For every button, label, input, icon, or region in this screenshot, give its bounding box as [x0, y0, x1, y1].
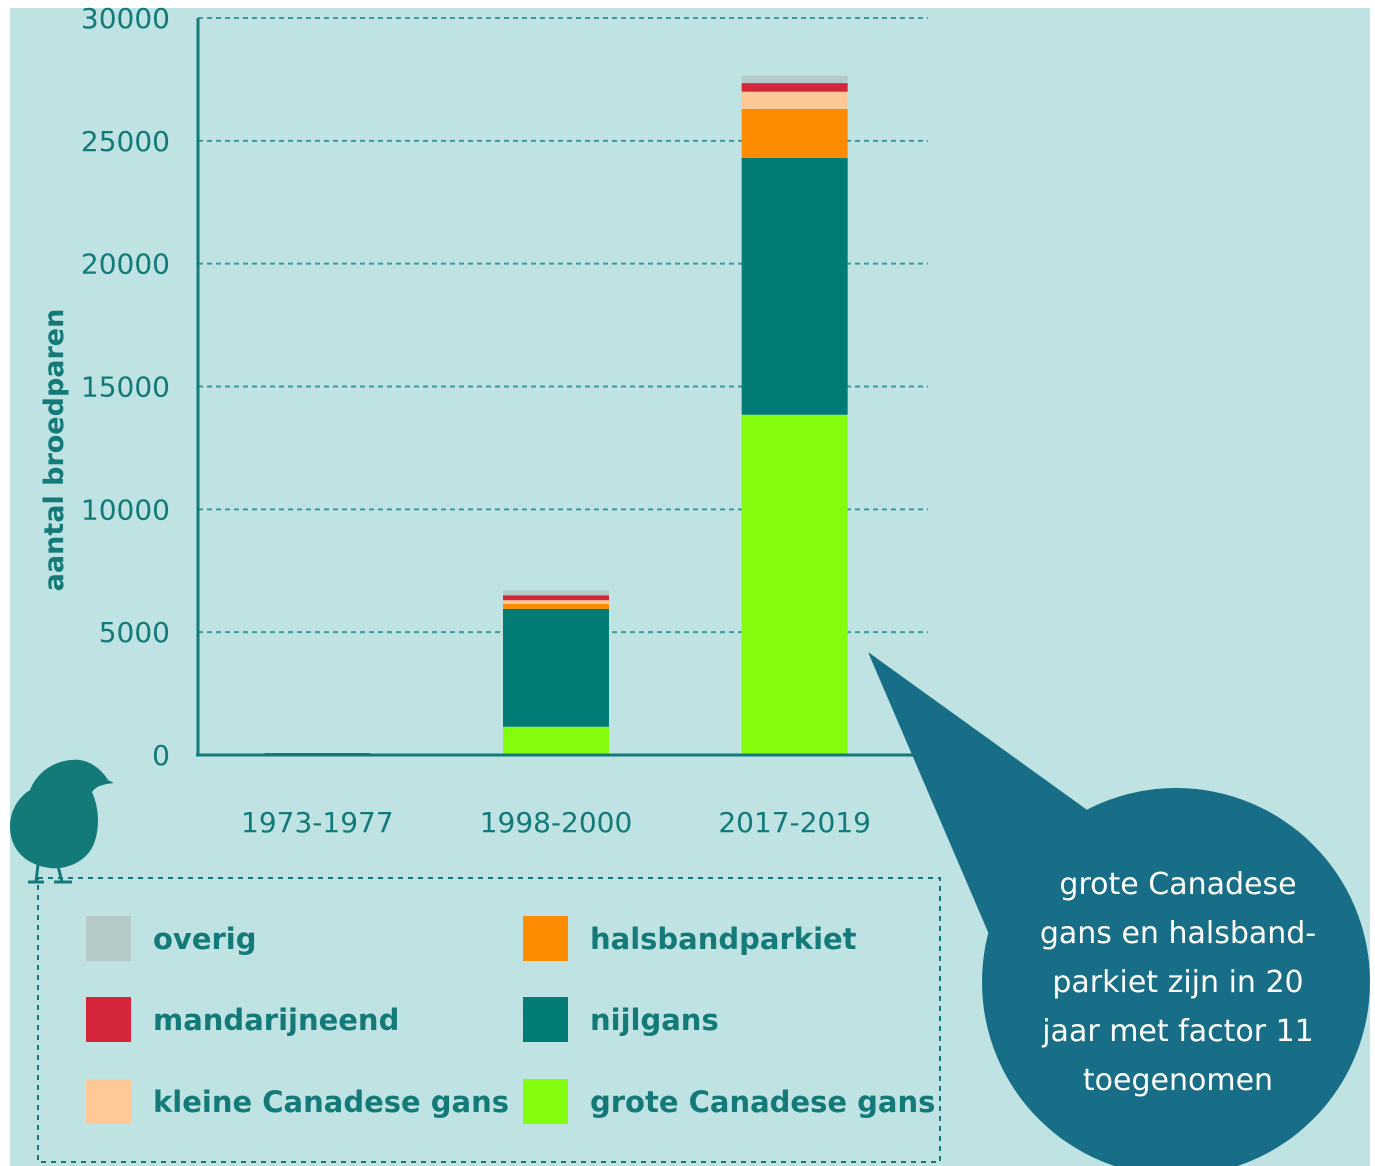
legend-swatch-kleine-canadese-gans	[86, 1079, 131, 1124]
bar-1998-2000-nijlgans	[503, 608, 609, 727]
legend-box	[37, 877, 941, 1163]
legend-swatch-halsbandparkiet	[523, 916, 568, 961]
legend-label-overig: overig	[153, 922, 257, 956]
legend-swatch-mandarijneend	[86, 997, 131, 1042]
legend-label-kleine-canadese-gans: kleine Canadese gans	[153, 1085, 509, 1119]
bar-1998-2000-halsbandparkiet	[503, 603, 609, 609]
callout-line-5: toegenomen	[1083, 1063, 1273, 1098]
legend-swatch-grote-canadese-gans	[523, 1079, 568, 1124]
y-tick-25000: 25000	[81, 125, 170, 158]
y-tick-0: 0	[152, 739, 170, 772]
crow-icon	[10, 759, 115, 884]
y-tick-20000: 20000	[81, 248, 170, 281]
bar-1998-2000-mandarijneend	[503, 595, 609, 601]
legend-swatch-nijlgans	[523, 997, 568, 1042]
bar-2017-2019-overig	[741, 75, 848, 84]
callout-bubble	[982, 788, 1370, 1166]
legend-label-grote-canadese-gans: grote Canadese gans	[590, 1085, 935, 1119]
grid-lines	[198, 17, 928, 634]
legend-label-nijlgans: nijlgans	[590, 1003, 719, 1037]
bars	[264, 75, 848, 755]
bar-2017-2019-mandarijneend	[741, 83, 848, 92]
callout-line-4: jaar met factor 11	[1041, 1014, 1314, 1049]
x-tick-1973-1977: 1973-1977	[241, 806, 394, 839]
legend-label-mandarijneend: mandarijneend	[153, 1003, 399, 1037]
legend-swatch-overig	[86, 916, 131, 961]
bar-2017-2019-kleine-canadese-gans	[741, 91, 848, 109]
legend: overig halsbandparkiet mandarijneend nijlga…	[86, 916, 935, 1124]
callout-line-2: gans en halsband-	[1040, 916, 1316, 951]
y-tick-labels: 0 5000 10000 15000 20000 25000 30000	[81, 2, 170, 772]
axes	[196, 18, 928, 757]
bar-2017-2019-nijlgans	[741, 158, 848, 415]
bar-1998-2000-kleine-canadese-gans	[503, 600, 609, 604]
y-tick-10000: 10000	[81, 493, 170, 526]
x-tick-1998-2000: 1998-2000	[480, 806, 633, 839]
callout-line-3: parkiet zijn in 20	[1052, 965, 1303, 1000]
legend-label-halsbandparkiet: halsbandparkiet	[590, 922, 857, 956]
y-tick-5000: 5000	[99, 616, 170, 649]
x-tick-2017-2019: 2017-2019	[718, 806, 871, 839]
bar-1998-2000-grote-canadese-gans	[503, 726, 609, 755]
bar-1998-2000-overig	[503, 590, 609, 596]
bar-2017-2019-halsbandparkiet	[741, 108, 848, 159]
callout: grote Canadese gans en halsband- parkiet…	[868, 652, 1370, 1166]
bar-2017-2019-grote-canadese-gans	[741, 414, 848, 755]
y-tick-30000: 30000	[81, 2, 170, 35]
y-axis-label: aantal broedparen	[39, 309, 70, 592]
x-tick-labels: 1973-1977 1998-2000 2017-2019	[241, 806, 871, 839]
callout-line-1: grote Canadese	[1059, 867, 1296, 902]
y-tick-15000: 15000	[81, 371, 170, 404]
